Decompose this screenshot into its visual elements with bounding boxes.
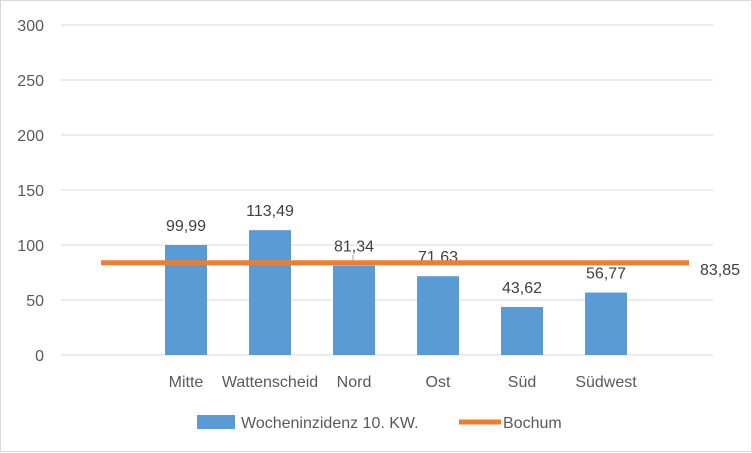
bar xyxy=(501,307,543,355)
bar-data-label: 113,49 xyxy=(246,203,294,220)
legend: Wocheninzidenz 10. KW. Bochum xyxy=(197,415,562,432)
legend-swatch-bar xyxy=(197,415,235,429)
bar-data-label: 81,34 xyxy=(334,239,374,256)
bar xyxy=(417,276,459,355)
bar xyxy=(585,292,627,355)
y-tick-label: 250 xyxy=(17,73,44,90)
bochum-line-series: 83,85 xyxy=(101,254,740,279)
y-tick-label: 0 xyxy=(35,348,44,365)
x-tick-label: Süd xyxy=(508,374,536,391)
y-axis-ticks: 0 50 100 150 200 250 300 xyxy=(17,18,44,365)
x-axis-labels: Mitte Wattenscheid Nord Ost Süd Südwest xyxy=(169,374,638,391)
y-tick-label: 100 xyxy=(17,238,44,255)
bochum-data-label: 83,85 xyxy=(700,262,740,279)
bar-data-label: 99,99 xyxy=(166,218,206,235)
bar-series xyxy=(165,230,627,355)
y-tick-label: 300 xyxy=(17,18,44,35)
bar-data-label: 56,77 xyxy=(586,266,626,283)
x-tick-label: Wattenscheid xyxy=(222,374,318,391)
x-tick-label: Südwest xyxy=(575,374,637,391)
x-tick-label: Nord xyxy=(337,374,372,391)
x-tick-label: Mitte xyxy=(169,374,204,391)
legend-label-bar: Wocheninzidenz 10. KW. xyxy=(241,415,419,432)
legend-label-line: Bochum xyxy=(503,415,562,432)
bar xyxy=(249,230,291,355)
bar-data-label: 43,62 xyxy=(502,280,542,297)
bar xyxy=(333,265,375,355)
y-tick-label: 50 xyxy=(26,293,44,310)
y-tick-label: 200 xyxy=(17,128,44,145)
x-tick-label: Ost xyxy=(426,374,451,391)
y-tick-label: 150 xyxy=(17,183,44,200)
